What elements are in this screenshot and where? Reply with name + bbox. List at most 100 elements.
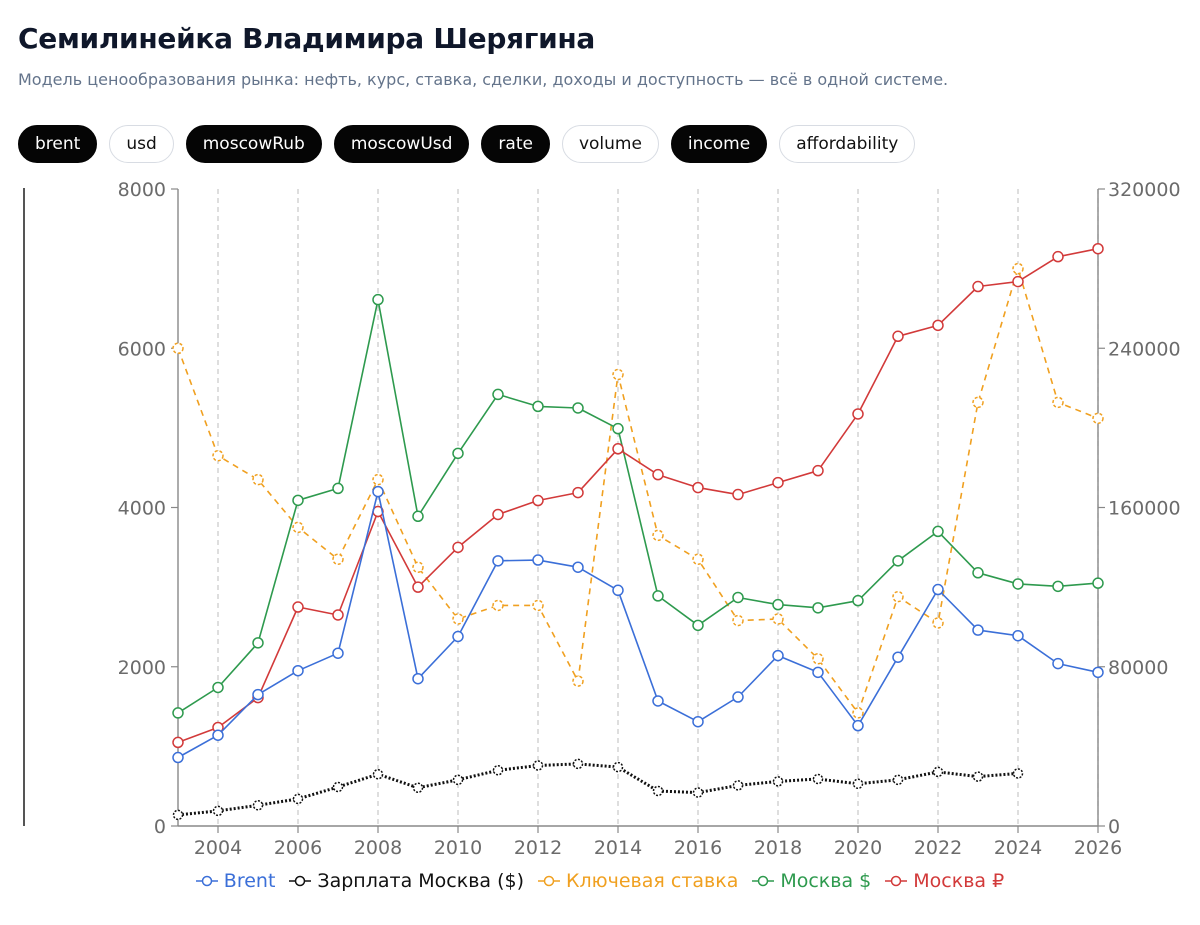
data-point-brent bbox=[652, 695, 664, 707]
data-point-salary-moscow-usd bbox=[652, 785, 664, 797]
toggle-usd[interactable]: usd bbox=[109, 125, 174, 163]
legend-label: Ключевая ставка bbox=[566, 870, 739, 892]
legend-item-moscow-usd[interactable]: Москва $ bbox=[752, 870, 871, 892]
data-point-moscow-usd bbox=[532, 400, 544, 413]
data-point-moscow-usd bbox=[572, 402, 584, 414]
x-tick-label: 2022 bbox=[914, 837, 962, 859]
data-point-moscow-rub bbox=[492, 508, 504, 521]
toggle-moscow-usd[interactable]: moscowUsd bbox=[333, 125, 470, 163]
data-point-brent bbox=[732, 691, 744, 703]
legend-label: Москва ₽ bbox=[913, 870, 1005, 892]
data-point-salary-moscow-usd bbox=[772, 776, 784, 787]
data-point-salary-moscow-usd bbox=[932, 766, 944, 778]
data-point-brent bbox=[1012, 629, 1024, 642]
x-tick-label: 2020 bbox=[834, 837, 882, 859]
data-point-key-rate bbox=[292, 521, 304, 534]
data-point-salary-moscow-usd bbox=[212, 805, 224, 817]
data-point-key-rate bbox=[172, 342, 184, 354]
data-point-moscow-rub bbox=[1092, 242, 1104, 255]
data-point-salary-moscow-usd bbox=[332, 781, 344, 793]
data-point-salary-moscow-usd bbox=[612, 761, 624, 773]
toggle-affordability[interactable]: affordability bbox=[779, 125, 916, 163]
data-point-key-rate bbox=[732, 614, 744, 627]
data-point-brent bbox=[932, 583, 944, 596]
data-point-salary-moscow-usd bbox=[412, 782, 424, 794]
data-point-moscow-usd bbox=[412, 510, 424, 523]
data-point-moscow-usd bbox=[892, 555, 904, 567]
toggle-brent[interactable]: brent bbox=[18, 125, 98, 163]
data-point-key-rate bbox=[412, 561, 424, 573]
data-point-moscow-rub bbox=[332, 609, 344, 621]
data-point-brent bbox=[412, 672, 424, 685]
legend-item-salary-moscow-usd[interactable]: Зарплата Москва ($) bbox=[289, 870, 524, 892]
data-point-key-rate bbox=[1092, 412, 1104, 425]
page-title: Семилинейка Владимира Шерягина bbox=[18, 22, 596, 55]
data-point-salary-moscow-usd bbox=[892, 774, 904, 786]
data-point-moscow-usd bbox=[172, 707, 184, 719]
data-point-key-rate bbox=[212, 449, 224, 462]
y-left-tick-label: 2000 bbox=[118, 657, 166, 679]
data-point-brent bbox=[692, 715, 704, 728]
data-point-key-rate bbox=[1012, 262, 1024, 275]
data-point-key-rate bbox=[332, 553, 344, 566]
legend-item-key-rate[interactable]: Ключевая ставка bbox=[538, 870, 738, 892]
legend-item-brent[interactable]: Brent bbox=[195, 870, 275, 892]
data-point-moscow-usd bbox=[652, 590, 664, 602]
series-line-key-rate bbox=[177, 267, 1099, 714]
data-point-key-rate bbox=[852, 707, 864, 719]
data-point-moscow-rub bbox=[652, 468, 664, 481]
data-point-moscow-rub bbox=[572, 486, 584, 499]
data-point-moscow-rub bbox=[692, 481, 704, 494]
toggle-moscow-rub[interactable]: moscowRub bbox=[185, 125, 322, 163]
page-subtitle: Модель ценообразования рынка: нефть, кур… bbox=[18, 70, 949, 89]
data-point-moscow-usd bbox=[252, 637, 264, 649]
data-point-key-rate bbox=[652, 529, 664, 542]
data-point-salary-moscow-usd bbox=[692, 787, 704, 798]
series-line-moscow-rub bbox=[177, 247, 1099, 744]
x-tick-label: 2010 bbox=[434, 837, 482, 859]
data-point-brent bbox=[812, 666, 824, 679]
data-point-key-rate bbox=[532, 599, 544, 612]
data-point-salary-moscow-usd bbox=[292, 793, 304, 805]
data-point-moscow-rub bbox=[1012, 275, 1024, 288]
data-point-moscow-usd bbox=[612, 422, 624, 435]
chart-legend: Brent Зарплата Москва ($) Ключевая ставка М… bbox=[0, 870, 1200, 892]
y-left-tick-label: 0 bbox=[154, 816, 166, 838]
y-right-tick-label: 0 bbox=[1108, 816, 1120, 838]
data-point-brent bbox=[252, 688, 264, 701]
data-point-moscow-rub bbox=[292, 601, 304, 613]
line-chart: 2004 2006 2008 2010 2012 2014 2016 2018 2020 2022… bbox=[118, 179, 1181, 859]
data-point-moscow-rub bbox=[812, 464, 824, 477]
data-point-moscow-rub bbox=[172, 736, 184, 749]
data-point-key-rate bbox=[812, 653, 824, 665]
data-point-moscow-usd bbox=[372, 293, 384, 306]
x-tick-label: 2004 bbox=[194, 837, 242, 859]
data-point-brent bbox=[452, 630, 464, 643]
data-point-salary-moscow-usd bbox=[492, 765, 504, 776]
data-point-salary-moscow-usd bbox=[572, 758, 584, 770]
data-point-moscow-usd bbox=[932, 525, 944, 538]
x-tick-label: 2016 bbox=[674, 837, 722, 859]
legend-marker-icon bbox=[538, 875, 561, 887]
toggle-income[interactable]: income bbox=[670, 125, 768, 163]
toggle-volume[interactable]: volume bbox=[561, 125, 659, 163]
data-point-moscow-rub bbox=[932, 319, 944, 332]
data-point-salary-moscow-usd bbox=[452, 774, 464, 786]
data-point-moscow-usd bbox=[292, 494, 304, 507]
data-point-key-rate bbox=[772, 613, 784, 625]
data-point-brent bbox=[852, 719, 864, 732]
x-tick-label: 2018 bbox=[754, 837, 802, 859]
data-point-brent bbox=[1092, 666, 1104, 679]
data-point-moscow-usd bbox=[212, 681, 224, 694]
toggle-rate[interactable]: rate bbox=[481, 125, 550, 163]
data-point-brent bbox=[612, 584, 624, 597]
x-tick-label: 2026 bbox=[1074, 837, 1122, 859]
data-point-brent bbox=[372, 485, 384, 498]
data-point-key-rate bbox=[612, 368, 624, 381]
y-left-tick-label: 6000 bbox=[118, 338, 166, 360]
data-point-brent bbox=[972, 624, 984, 636]
data-point-key-rate bbox=[372, 473, 384, 486]
series-line-brent bbox=[177, 490, 1099, 759]
data-point-key-rate bbox=[1052, 396, 1064, 409]
legend-item-moscow-rub[interactable]: Москва ₽ bbox=[885, 870, 1004, 892]
